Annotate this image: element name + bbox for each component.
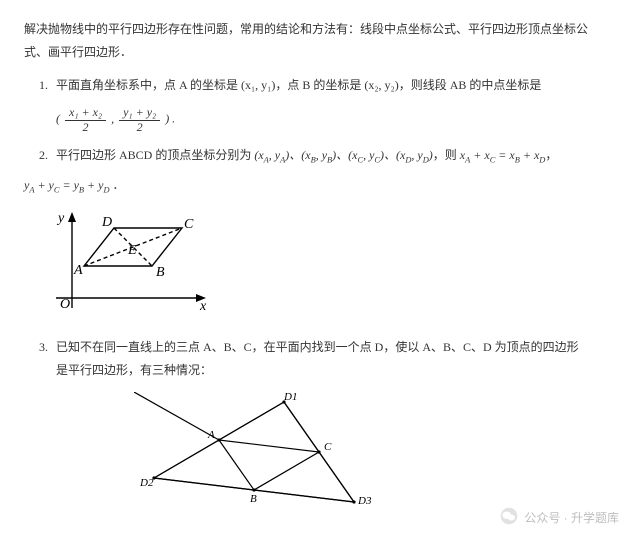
label-D3: D3	[357, 495, 372, 507]
item3-line1: 已知不在同一直线上的三点 A、B、C，在平面内找到一个点 D，使以 A、B、C、…	[56, 340, 579, 354]
frac1-numerator: x₁ + x₂	[65, 106, 106, 120]
watermark-text: 公众号 · 升学题库	[524, 509, 619, 526]
label-x: x	[199, 299, 207, 314]
paren-close: ) .	[165, 112, 175, 126]
frac2-numerator: y₁ + y₂	[119, 106, 160, 120]
frac1-denominator: 2	[65, 121, 106, 134]
diagram-three-points: A B C D1 D2 D3	[134, 392, 609, 520]
item-body: 平行四边形 ABCD 的顶点坐标分别为 (xA, yA)、(xB, yB)、(x…	[56, 144, 609, 168]
intro-paragraph: 解决抛物线中的平行四边形存在性问题，常用的结论和方法有：线段中点坐标公式、平行四…	[24, 18, 609, 64]
comma: ,	[111, 112, 114, 126]
label-D1: D1	[283, 392, 297, 403]
label-O: O	[60, 297, 70, 312]
list-item-3: 3. 已知不在同一直线上的三点 A、B、C，在平面内找到一个点 D，使以 A、B…	[24, 336, 609, 382]
item3-line2: 是平行四边形，有三种情况：	[56, 363, 212, 377]
item-body: 平面直角坐标系中，点 A 的坐标是 (x₁, y₁)，点 B 的坐标是 (x₂,…	[56, 74, 609, 97]
label-y: y	[56, 211, 65, 226]
item1-text: 平面直角坐标系中，点 A 的坐标是 (x₁, y₁)，点 B 的坐标是 (x₂,…	[56, 78, 541, 92]
item2-line1: 平行四边形 ABCD 的顶点坐标分别为 (xA, yA)、(xB, yB)、(x…	[56, 148, 557, 162]
item-number: 2.	[24, 144, 48, 168]
item-number: 1.	[24, 74, 48, 97]
fraction-1: x₁ + x₂ 2	[65, 106, 106, 133]
fraction-2: y₁ + y₂ 2	[119, 106, 160, 133]
paren-open: (	[56, 112, 60, 126]
item-number: 3.	[24, 336, 48, 382]
watermark: 公众号 · 升学题库	[500, 507, 619, 528]
frac2-denominator: 2	[119, 121, 160, 134]
item-body: 已知不在同一直线上的三点 A、B、C，在平面内找到一个点 D，使以 A、B、C、…	[56, 336, 609, 382]
label-B: B	[156, 265, 165, 280]
list-item-2: 2. 平行四边形 ABCD 的顶点坐标分别为 (xA, yA)、(xB, yB)…	[24, 144, 609, 168]
item1-formula: ( x₁ + x₂ 2 , y₁ + y₂ 2 ) .	[56, 106, 609, 133]
label-E: E	[127, 243, 137, 258]
label-A: A	[207, 429, 215, 441]
wechat-icon	[500, 507, 518, 528]
list-item-1: 1. 平面直角坐标系中，点 A 的坐标是 (x₁, y₁)，点 B 的坐标是 (…	[24, 74, 609, 97]
label-C: C	[324, 441, 332, 453]
label-A: A	[73, 263, 83, 278]
item2-line2: yA + yC = yB + yD ．	[24, 174, 609, 198]
label-D: D	[101, 215, 112, 230]
label-D2: D2	[139, 477, 154, 489]
diagram-parallelogram-axes: O x y A B C D E	[44, 208, 609, 326]
label-C: C	[184, 217, 194, 232]
document-page: 解决抛物线中的平行四边形存在性问题，常用的结论和方法有：线段中点坐标公式、平行四…	[0, 0, 633, 550]
label-B: B	[250, 493, 257, 505]
